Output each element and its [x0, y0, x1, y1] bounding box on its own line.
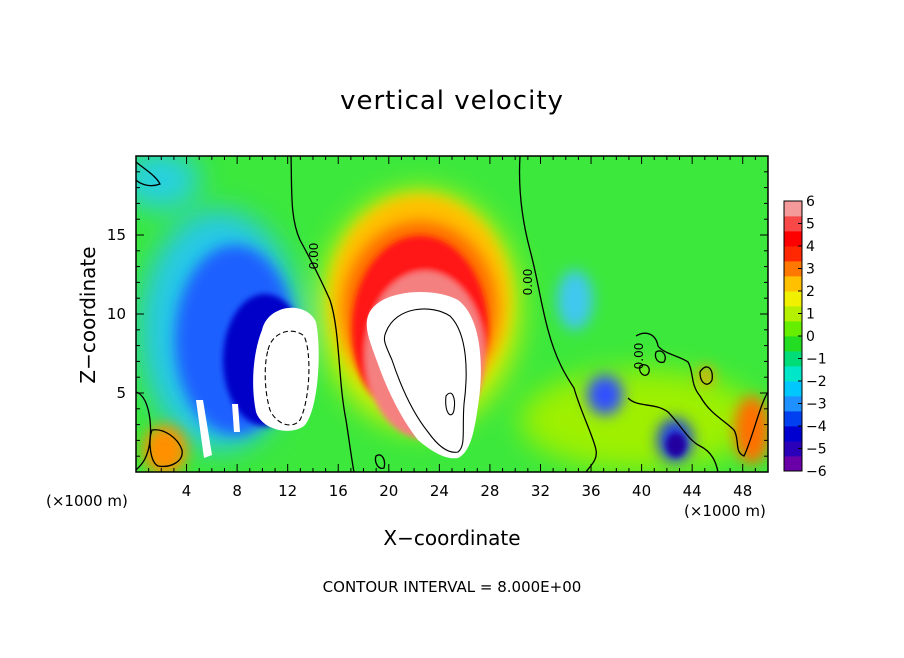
- colorbar-tick-label: 3: [806, 262, 815, 278]
- colorbar-tick-label: 4: [806, 239, 815, 255]
- colorbar-swatch: [784, 306, 802, 322]
- downdraft-core-saturated: [253, 307, 319, 431]
- contour-zero-topleft: [136, 161, 161, 187]
- contour-zero-left: [290, 156, 355, 472]
- x-tick-label: 28: [480, 482, 499, 500]
- x-tick-label: 20: [379, 482, 398, 500]
- contour-interval-note: CONTOUR INTERVAL = 8.000E+00: [322, 578, 582, 596]
- colorbar-tick-label: 0: [806, 329, 815, 345]
- contour-zero-right: [635, 332, 768, 457]
- colorbar-swatch: [784, 426, 802, 442]
- colorbar-swatch: [784, 366, 802, 382]
- contour-label-2: 0.00: [521, 269, 535, 296]
- downdraft-right-blue: [587, 375, 623, 415]
- x-tick-label: 44: [683, 482, 702, 500]
- right-weak-region: [520, 370, 760, 470]
- colorbar-swatch: [784, 321, 802, 337]
- colorbar-swatch: [784, 246, 802, 262]
- contour-zero-middle: [518, 156, 597, 472]
- x-tick-label: 16: [329, 482, 348, 500]
- contour-zero-x40-a: [638, 364, 650, 376]
- contour-downdraft-core: [264, 330, 310, 426]
- contour-zero-x44: [699, 366, 713, 385]
- x-tick-label: 4: [182, 482, 192, 500]
- colorbar-swatch: [784, 231, 802, 247]
- y-axis-label: Z−coordinate: [76, 246, 100, 384]
- colorbar-swatch: [784, 276, 802, 292]
- updraft-bottom-right: [734, 396, 768, 464]
- colorbar-swatch: [784, 411, 802, 427]
- colorbar-swatch: [784, 396, 802, 412]
- y-axis-ticks: 5 10 15: [107, 171, 768, 457]
- contour-label-1: 0.00: [307, 243, 321, 270]
- colorbar-tick-label: 5: [806, 217, 815, 233]
- colorbar-swatch: [784, 456, 802, 472]
- colorbar-tick-label: −6: [806, 464, 827, 480]
- contour-label-3: 0.00: [632, 343, 646, 370]
- x-axis-unit-left: (×1000 m): [46, 492, 128, 510]
- contour-labels: 0.00 0.00 0.00: [307, 243, 646, 370]
- updraft-bottom-left: [143, 425, 187, 472]
- colorbar-tick-label: 2: [806, 284, 815, 300]
- y-tick-label: 15: [107, 226, 126, 244]
- x-tick-label: 40: [632, 482, 651, 500]
- x-axis-label: X−coordinate: [383, 526, 521, 550]
- colorbar-tick-label: −1: [806, 352, 827, 368]
- downdraft-streak-2: [232, 404, 240, 432]
- x-tick-label: 24: [430, 482, 449, 500]
- contour-zero-right-lower: [627, 397, 719, 472]
- upper-left-weak-region: [136, 156, 200, 210]
- contour-zero-small: [374, 454, 386, 469]
- x-tick-label: 48: [733, 482, 752, 500]
- colorbar-swatch: [784, 216, 802, 232]
- x-axis-ticks: 4 8 12 16 20 24 28 32 36 40 44 48: [148, 156, 756, 500]
- contour-zero-blob: [149, 429, 183, 468]
- x-tick-label: 12: [278, 482, 297, 500]
- colorbar-swatch: [784, 201, 802, 217]
- colorbar: 6 5 4 3 2 1 0 −1 −2 −3 −4 −5 −6: [783, 194, 827, 480]
- colorbar-swatch: [784, 261, 802, 277]
- colorbar-tick-label: −2: [806, 374, 827, 390]
- colorbar-tick-label: −5: [806, 442, 827, 458]
- y-tick-label: 5: [116, 384, 126, 402]
- x-tick-label: 32: [531, 482, 550, 500]
- downdraft-streak-1: [196, 400, 212, 458]
- x-tick-label: 36: [581, 482, 600, 500]
- downdraft-right-cyan: [557, 270, 593, 330]
- contour-zero-x40-b: [654, 350, 666, 364]
- downdraft-right-dark: [666, 433, 686, 457]
- y-tick-label: 10: [107, 305, 126, 323]
- colorbar-tick-label: 1: [806, 307, 815, 323]
- colorbar-tick-label: −3: [806, 397, 827, 413]
- colorbar-swatch: [784, 441, 802, 457]
- colorbar-swatch: [784, 291, 802, 307]
- colorbar-tick-label: −4: [806, 419, 827, 435]
- contour-updraft-core: [383, 308, 467, 453]
- x-axis-unit-right: (×1000 m): [684, 502, 766, 520]
- colorbar-swatch: [784, 336, 802, 352]
- colorbar-swatch: [784, 381, 802, 397]
- contour-updraft-inner: [445, 392, 456, 416]
- chart-title: vertical velocity: [340, 86, 564, 116]
- updraft-core-saturated: [366, 292, 481, 459]
- contour-lines: [136, 156, 768, 472]
- x-tick-label: 8: [232, 482, 242, 500]
- colorbar-swatch: [784, 351, 802, 367]
- heatmap-field: [136, 156, 768, 472]
- colorbar-tick-label: 6: [806, 194, 815, 210]
